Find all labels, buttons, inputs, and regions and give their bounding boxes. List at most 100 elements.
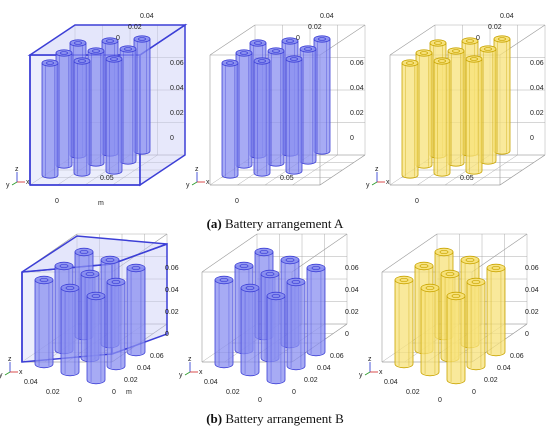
svg-b3-cell-6-top	[394, 275, 414, 285]
caption-b-letter: (b)	[206, 411, 223, 426]
battery-model-a3: 0.04 0.02 0 0.06 0.04 0.02 0 0.05 0 zx y	[366, 13, 546, 205]
svg-a2-cell-2-terminal	[318, 37, 326, 41]
svg-a1-cell-1-terminal	[106, 39, 114, 43]
svg-a1-tick-top: 0.04	[140, 13, 154, 20]
svg-a3-cell-4-terminal	[452, 49, 460, 53]
battery-model-a2: 0.04 0.02 0 0.06 0.04 0.02 0 0.05 0 zx y	[186, 13, 366, 205]
svg-b1-cell-2-terminal	[131, 265, 141, 271]
svg-b1-cell-4-top	[80, 269, 100, 279]
svg-b1-cell-2-body	[126, 267, 146, 357]
svg-b2-cell-5-terminal	[291, 279, 301, 285]
svg-b1-tick-side: 0.04	[165, 287, 179, 294]
svg-a3-cell-7-top	[433, 57, 451, 65]
svg-b1-cell-5-terminal	[111, 279, 121, 285]
axis-y-arrow	[371, 181, 378, 186]
svg-a1-tick-side: 0.02	[170, 110, 184, 117]
svg-b2-cell-1-top	[280, 255, 300, 265]
axis-z-label: z	[195, 166, 199, 173]
svg-a3-cell-2-top	[493, 35, 511, 43]
svg-a2-grid-edge	[319, 154, 366, 186]
svg-a3-cell-4-top	[447, 47, 465, 55]
svg-b3-tick-side: 0	[525, 331, 529, 338]
axis-y-label: y	[359, 372, 363, 379]
svg-a2-tick-side: 0.02	[350, 110, 364, 117]
svg-b3-tick-depth: 0	[472, 389, 476, 396]
svg-a3-cell-3-terminal	[420, 51, 428, 55]
svg-b1-unit: m	[126, 389, 132, 396]
svg-a2-grid-floor-d	[292, 154, 338, 186]
svg-b2-cell-8-terminal	[271, 293, 281, 299]
svg-b1-tick-depth: 0.06	[150, 353, 164, 360]
svg-b2-cell-7-top	[240, 283, 260, 293]
svg-a1-cell-5-top	[119, 45, 137, 53]
svg-a1-cell-8-terminal	[110, 57, 118, 61]
row-arrangement-a: 0.04 0.02 0 0.06 0.04 0.02 0 0.05 0 m z x y 0.04 0.02…	[6, 13, 546, 207]
svg-a1-tick-top: 0	[116, 35, 120, 42]
svg-b2-tick-left: 0.02	[226, 389, 240, 396]
svg-a1-tick-bottom: 0	[55, 198, 59, 205]
svg-b2-cell-8-top	[266, 291, 286, 301]
svg-b2-tick-left: 0.04	[204, 379, 218, 386]
svg-a3-cell-5-terminal	[484, 47, 492, 51]
svg-b3-cell-4-terminal	[445, 271, 455, 277]
axis-y-arrow	[11, 181, 18, 186]
axis-z-label: z	[15, 166, 19, 173]
svg-b1-cell-3-top	[54, 261, 74, 271]
svg-a2-cell-5-top	[299, 45, 317, 53]
svg-a3-tick-top: 0	[476, 35, 480, 42]
svg-b2-tick-side: 0.04	[345, 287, 359, 294]
svg-b2-cell-7-body	[240, 287, 260, 377]
svg-a2-tick-side: 0.04	[350, 85, 364, 92]
svg-a1-cell-6-top	[41, 59, 59, 67]
svg-a3-cell-7-body	[433, 60, 451, 177]
svg-a2-cell-8-terminal	[290, 57, 298, 61]
svg-b2-cell-7-terminal	[245, 285, 255, 291]
svg-a1-cell-5-terminal	[124, 47, 132, 51]
caption-b: (b) Battery arrangement B	[0, 411, 550, 427]
svg-b1-tick-depth: 0.02	[124, 377, 138, 384]
svg-a1-tick-side: 0	[170, 135, 174, 142]
svg-b3-cell-4-top	[440, 269, 460, 279]
svg-b3-cell-7-body	[420, 287, 440, 377]
axis-y-label: y	[179, 372, 183, 379]
svg-b1-tick-depth: 0.04	[137, 365, 151, 372]
axis-x-label: x	[206, 179, 210, 186]
svg-a2-cell-3-terminal	[240, 51, 248, 55]
svg-b3-cell-6-terminal	[399, 277, 409, 283]
svg-a2-cell-6-top	[221, 59, 239, 67]
svg-a3-cell-2-terminal	[498, 37, 506, 41]
svg-b3-cell-3-top	[414, 261, 434, 271]
svg-b3-cell-0-top	[434, 247, 454, 257]
axis-y-arrow	[364, 371, 371, 376]
svg-a2-cell-8-body	[285, 58, 303, 175]
svg-b2-cell-5-top	[286, 277, 306, 287]
panel-b2-blue-cells: 0.06 0.04 0.02 0 0.06 0.04 0.02 0 0.04 0.02 0 z x y	[179, 232, 360, 410]
svg-b2-cell-0-terminal	[259, 249, 269, 255]
axis-y-label: y	[0, 372, 3, 379]
battery-model-b1: 0.06 0.04 0.02 0 0.06 0.04 0.02 0 0.04 0.02 0 m zx y	[0, 233, 179, 404]
caption-b-text: Battery arrangement B	[222, 411, 344, 426]
battery-model-a1: 0.04 0.02 0 0.06 0.04 0.02 0 0.05 0 m zx y	[6, 13, 188, 207]
svg-a1-cell-4-terminal	[92, 49, 100, 53]
svg-b1-cell-7-terminal	[65, 285, 75, 291]
axis-x-label: x	[199, 369, 203, 376]
svg-a3-tick-bottom: 0	[415, 198, 419, 205]
svg-b1-cell-7-body	[60, 287, 80, 377]
svg-b3-cell-3-terminal	[419, 263, 429, 269]
svg-b1-cell-8-top	[86, 291, 106, 301]
axis-y-label: y	[186, 182, 190, 189]
svg-a3-tick-side: 0.06	[530, 60, 544, 67]
row-arrangement-b: 0.06 0.04 0.02 0 0.06 0.04 0.02 0 0.04 0.02 0 m z x y …	[0, 232, 550, 410]
svg-b3-cell-5-terminal	[471, 279, 481, 285]
svg-a2-cell-2-top	[313, 35, 331, 43]
battery-model-b3: 0.06 0.04 0.02 0 0.06 0.04 0.02 0 0.04 0.02 0 zx y	[359, 233, 539, 404]
svg-b2-cell-1-terminal	[285, 257, 295, 263]
svg-a1-cell-1-top	[101, 37, 119, 45]
svg-a2-cell-7-terminal	[258, 59, 266, 63]
caption-a-letter: (a)	[206, 216, 222, 231]
svg-b2-tick-depth: 0.06	[330, 353, 344, 360]
svg-b2-tick-left: 0	[258, 397, 262, 404]
svg-b1-cell-8-body	[86, 295, 106, 385]
svg-a3-tick-bottom: 0.05	[460, 175, 474, 182]
axis-x-label: x	[379, 369, 383, 376]
